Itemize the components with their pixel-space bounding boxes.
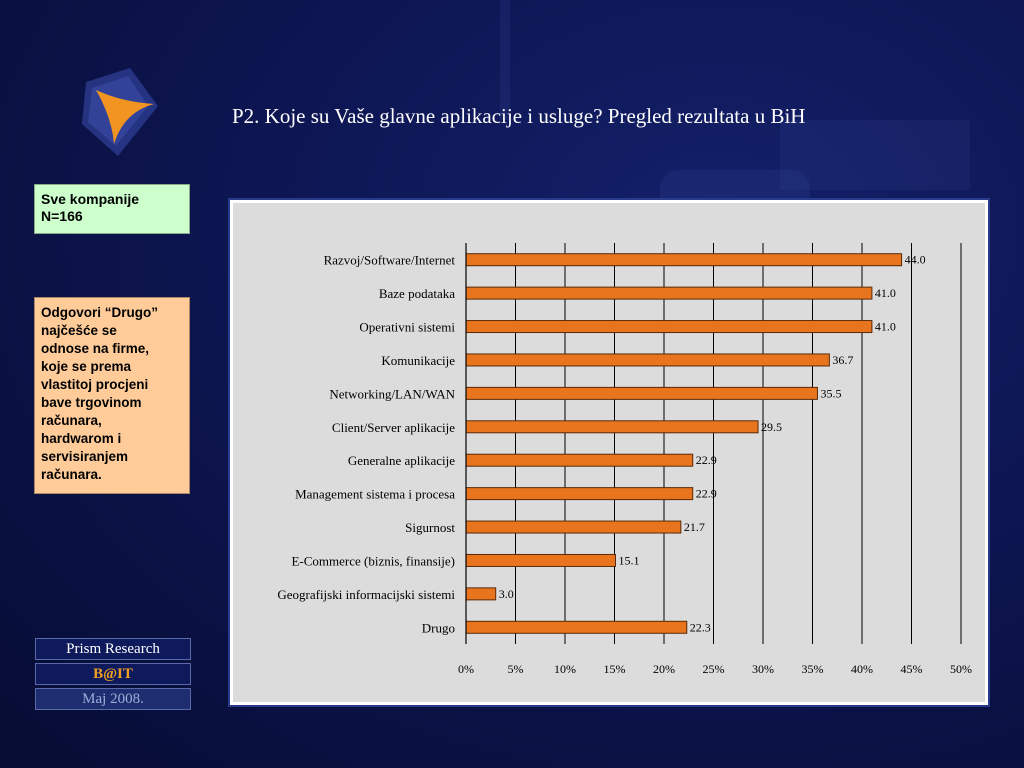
note-line: bave trgovinom — [41, 395, 142, 410]
x-tick-label: 50% — [950, 662, 972, 676]
category-label: Client/Server aplikacije — [332, 420, 455, 435]
bar — [465, 420, 759, 434]
x-tick-label: 0% — [458, 662, 474, 676]
x-tick-label: 15% — [604, 662, 626, 676]
category-label: Networking/LAN/WAN — [329, 386, 455, 401]
bar-chart: 0% 5% 10% 15% 20% 25% 30% 35% 40% 45% 50% Razvoj/So… — [277, 243, 972, 676]
bar — [465, 253, 903, 267]
value-label: 22.3 — [690, 620, 711, 634]
value-label: 22.9 — [696, 487, 717, 501]
sample-size: N=166 — [41, 208, 83, 224]
x-tick-label: 10% — [554, 662, 576, 676]
category-label: Generalne aplikacije — [348, 453, 455, 468]
bar — [465, 487, 694, 501]
value-label: 15.1 — [618, 553, 639, 567]
background-shape — [780, 120, 970, 190]
bar — [465, 553, 616, 567]
note-line: vlastitoj procjeni — [41, 377, 149, 392]
bar — [465, 620, 688, 634]
bar — [465, 587, 497, 601]
category-label: E-Commerce (biznis, finansije) — [291, 553, 455, 568]
sample-label: Sve kompanije — [41, 191, 140, 207]
x-tick-label: 20% — [653, 662, 675, 676]
x-tick-label: 35% — [802, 662, 824, 676]
bar — [465, 520, 682, 534]
category-label: Razvoj/Software/Internet — [324, 253, 456, 268]
note-line: odnose na firme, — [41, 341, 150, 356]
date-badge: Maj 2008. — [35, 688, 191, 710]
category-label: Komunikacije — [381, 353, 455, 368]
bar — [465, 353, 830, 367]
project-badge: B@IT — [35, 663, 191, 685]
note-line: najčešće se — [41, 323, 117, 338]
background-shape — [500, 0, 510, 120]
note-line: koje se prema — [41, 359, 132, 374]
value-label: 35.5 — [820, 386, 841, 400]
x-tick-label: 5% — [508, 662, 524, 676]
value-label: 44.0 — [905, 253, 926, 267]
category-label: Drugo — [422, 620, 455, 635]
x-tick-label: 30% — [752, 662, 774, 676]
x-tick-label: 25% — [703, 662, 725, 676]
note-line: računara. — [41, 467, 102, 482]
chart-frame: 0% 5% 10% 15% 20% 25% 30% 35% 40% 45% 50% Razvoj/So… — [228, 198, 990, 707]
value-label: 22.9 — [696, 453, 717, 467]
x-tick-label: 45% — [901, 662, 923, 676]
value-label: 36.7 — [832, 353, 853, 367]
bar — [465, 320, 873, 334]
category-label: Baze podataka — [379, 286, 455, 301]
value-label: 41.0 — [875, 286, 896, 300]
value-label: 3.0 — [499, 587, 514, 601]
x-tick-label: 40% — [851, 662, 873, 676]
bar — [465, 453, 694, 467]
category-label: Operativni sistemi — [359, 320, 455, 335]
category-label: Geografijski informacijski sistemi — [277, 587, 455, 602]
note-box: Odgovori “Drugo” najčešće se odnose na f… — [34, 297, 190, 494]
bar — [465, 386, 818, 400]
bar — [465, 286, 873, 300]
category-label: Sigurnost — [405, 520, 455, 535]
sample-info-box: Sve kompanije N=166 — [34, 184, 190, 234]
value-label: 41.0 — [875, 320, 896, 334]
note-line: servisiranjem — [41, 449, 129, 464]
note-line: Odgovori “Drugo” — [41, 305, 158, 320]
company-logo — [82, 68, 158, 156]
note-line: računara, — [41, 413, 102, 428]
company-badge: Prism Research — [35, 638, 191, 660]
value-label: 21.7 — [684, 520, 705, 534]
chart-area: 0% 5% 10% 15% 20% 25% 30% 35% 40% 45% 50% Razvoj/So… — [233, 203, 985, 702]
note-line: hardwarom i — [41, 431, 122, 446]
page-title: P2. Koje su Vaše glavne aplikacije i usl… — [232, 104, 806, 128]
category-label: Management sistema i procesa — [295, 487, 455, 502]
value-label: 29.5 — [761, 420, 782, 434]
